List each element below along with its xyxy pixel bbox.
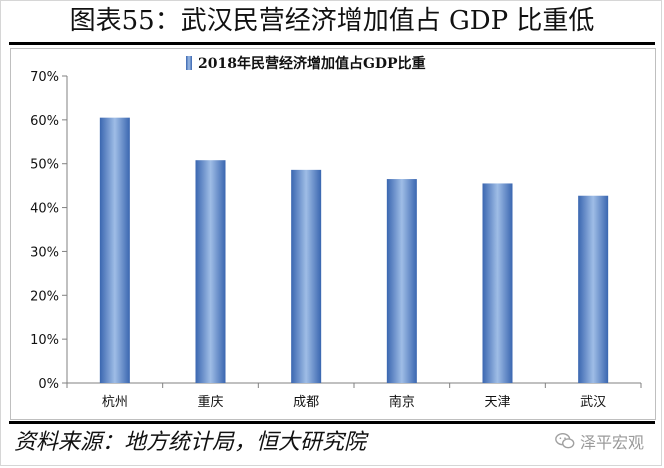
wechat-icon: [555, 432, 575, 449]
bar-5: [482, 183, 513, 383]
y-tick-label: 70%: [30, 70, 59, 85]
y-tick-label: 0%: [38, 377, 59, 392]
y-tick-label: 40%: [30, 202, 59, 217]
chart-area: 2018年民营经济增加值占GDP比重 0% 10% 20% 30% 40% 50% 60% 7…: [10, 48, 656, 420]
watermark-text: 泽平宏观: [579, 433, 644, 452]
y-tick-label: 60%: [30, 114, 59, 129]
chart-legend: 2018年民营经济增加值占GDP比重: [186, 55, 426, 72]
title-rule: [9, 42, 655, 45]
x-tick-label: 成都: [293, 395, 319, 410]
bar-4: [386, 179, 417, 383]
y-tick-label: 20%: [30, 289, 59, 304]
x-tick-label: 杭州: [102, 395, 128, 410]
x-tick-label: 武汉: [580, 395, 606, 410]
bar-chart: 2018年民营经济增加值占GDP比重 0% 10% 20% 30% 40% 50% 60% 7…: [30, 55, 642, 410]
legend-label: 2018年民营经济增加值占GDP比重: [198, 55, 426, 72]
y-tick-label: 50%: [30, 158, 59, 173]
bar-1: [99, 117, 130, 384]
y-tick-label: 10%: [30, 333, 59, 348]
bar-6: [578, 195, 609, 383]
source-note: 资料来源：地方统计局，恒大研究院: [14, 430, 367, 455]
x-tick-label: 重庆: [197, 394, 223, 410]
x-tick-label: 南京: [389, 394, 415, 410]
bar-2: [195, 160, 226, 383]
footer-rule: [9, 421, 655, 424]
bar-3: [291, 169, 322, 383]
legend-swatch: [186, 56, 192, 70]
x-tick-label: 天津: [484, 395, 510, 410]
figure-title: 图表55：武汉民营经济增加值占 GDP 比重低: [69, 6, 595, 36]
y-tick-label: 30%: [30, 245, 59, 260]
watermark: 泽平宏观: [554, 428, 644, 454]
